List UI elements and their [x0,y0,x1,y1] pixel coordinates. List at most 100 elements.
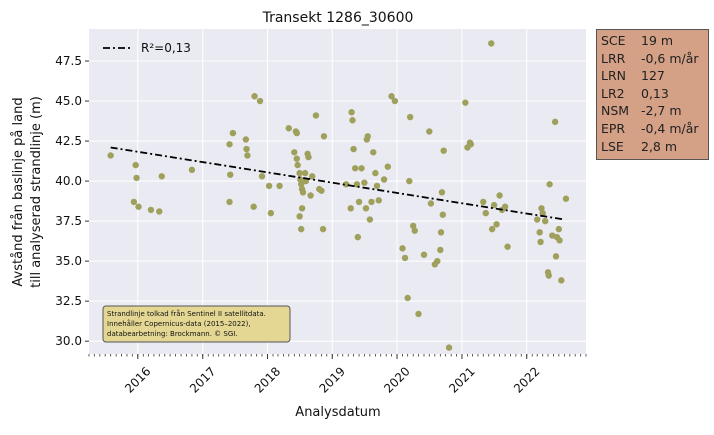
data-point [312,112,320,119]
data-point [558,277,565,284]
credit-box: Strandlinje tolkad från Sentinel II sate… [102,305,291,343]
data-point [545,272,552,279]
data-point [305,153,312,161]
stat-key: SCE [601,33,626,48]
data-point [366,216,374,223]
data-point [391,97,399,105]
data-point [420,251,428,258]
data-point [349,117,356,124]
data-point [537,238,544,246]
data-point [546,181,553,188]
data-point [409,222,417,230]
stat-key: LSE [601,138,624,154]
data-point [354,233,362,241]
data-point [538,205,545,212]
data-point [438,189,446,196]
data-point [488,40,495,47]
credit-line-2: Innehåller Copernicus-data (2015–2022), [107,319,251,328]
data-point [480,198,487,206]
stat-key: LRR [601,50,626,66]
data-point [368,198,375,206]
y-tick-label: 47.5 [55,54,82,68]
x-axis: 2016 2017 2018 2019 2020 2021 2022 [122,354,542,396]
data-point [296,169,303,177]
data-point [501,203,509,210]
grid-lines [89,29,586,354]
y-axis-label-line-2: till analyserad strandlinje (m) [29,96,44,288]
stat-key: LRN [601,68,626,84]
data-point [361,179,368,186]
stat-key: NSM [601,103,630,119]
stat-value: -0,4 m/år [641,120,699,136]
data-point [358,165,365,172]
data-point [135,203,142,210]
data-point [426,128,433,135]
data-point [562,195,570,202]
data-point [493,221,500,228]
data-point [372,169,379,177]
x-tick-label: 2019 [317,364,348,395]
credit-line-3: databearbetning: Brockmann. © SGI. [107,330,238,338]
data-point [355,198,363,206]
data-point [226,141,233,148]
x-axis-label: Analysdatum [295,405,380,420]
x-tick-label: 2017 [187,364,218,395]
stat-row-lse: LSE 2,8 m [601,138,704,156]
data-point [293,155,300,162]
stat-row-lr2: LR2 0,13 [601,85,704,103]
data-point [158,173,165,180]
x-tick-label: 2020 [381,364,412,395]
x-tick-label: 2016 [122,364,153,395]
data-point [406,113,414,121]
stat-row-epr: EPR -0,4 m/år [601,120,704,138]
data-point [350,145,357,153]
data-point [265,182,273,190]
data-point [445,344,453,351]
data-point [309,173,316,180]
data-point [370,149,377,156]
data-point [482,209,489,217]
trend-line [110,146,565,221]
stat-value: -0,6 m/år [641,50,699,66]
data-point [552,253,560,260]
y-tick-label: 30.0 [55,334,82,348]
y-tick-label: 32.5 [55,294,82,308]
data-point [384,163,392,170]
data-point [490,201,498,209]
stat-value: 127 [641,68,665,84]
data-point [301,169,309,177]
data-points [107,40,570,351]
data-point [380,176,388,183]
data-point [467,141,475,148]
y-tick-label: 40.0 [55,174,82,188]
data-point [251,93,258,100]
stat-value: 0,13 [641,85,669,101]
stat-row-lrr: LRR -0,6 m/år [601,50,704,68]
data-point [296,213,303,220]
data-point [293,129,300,137]
data-point [351,165,359,172]
y-tick-label: 35.0 [55,254,82,268]
data-point [462,99,469,106]
data-point [250,203,257,210]
data-point [534,216,541,223]
data-point [347,205,354,212]
data-point [437,246,444,254]
data-point [258,173,266,180]
data-point [298,205,306,212]
legend-label: R²=0,13 [141,41,191,55]
data-point [373,182,381,190]
data-point [276,182,283,190]
data-point [227,171,234,178]
stat-key: LR2 [601,85,625,101]
data-point [107,152,114,159]
data-point [541,217,549,225]
data-point [320,133,328,140]
data-point [229,129,237,137]
y-tick-label: 42.5 [55,134,82,148]
credit-line-1: Strandlinje tolkad från Sentinel II sate… [107,309,266,318]
data-point [130,198,138,206]
data-point [488,225,496,233]
data-point [551,118,559,126]
data-point [267,209,275,217]
